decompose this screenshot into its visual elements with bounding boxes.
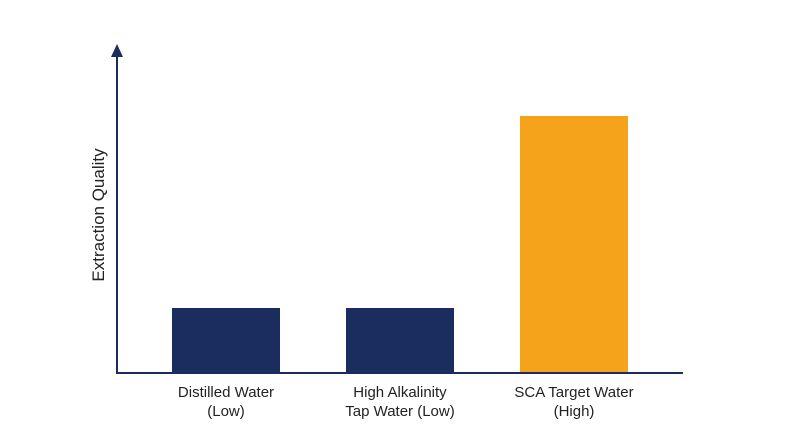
category-labels: Distilled Water (Low) High Alkalinity Tap W… <box>178 384 634 420</box>
category-label-line: SCA Target Water <box>514 384 633 401</box>
category-label-line: High Alkalinity <box>353 384 447 401</box>
category-label-line: (High) <box>554 403 595 420</box>
category-label-2: High Alkalinity Tap Water (Low) <box>345 384 454 420</box>
category-label-line: Tap Water (Low) <box>345 403 454 420</box>
category-label-line: (Low) <box>207 403 245 420</box>
bars <box>172 116 628 372</box>
y-axis-title: Extraction Quality <box>89 148 108 282</box>
bar-2 <box>346 308 454 372</box>
category-label-1: Distilled Water (Low) <box>178 384 274 420</box>
y-axis <box>111 44 123 372</box>
category-label-line: Distilled Water <box>178 384 274 401</box>
bar-3 <box>520 116 628 372</box>
bar-1 <box>172 308 280 372</box>
y-axis-arrowhead <box>111 44 123 57</box>
category-label-3: SCA Target Water (High) <box>514 384 633 420</box>
